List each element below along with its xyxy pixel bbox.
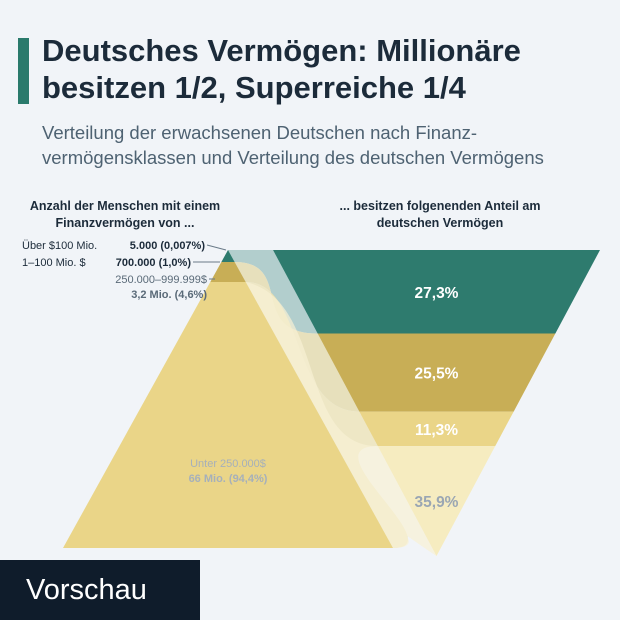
wealth-inverted-triangle-group bbox=[273, 250, 600, 556]
preview-banner: Vorschau bbox=[0, 560, 200, 620]
label-group: 27,3% 25,5% 11,3% 35,9% Über $100 Mio. 5.000 … bbox=[22, 240, 459, 511]
wealth-share-label: 11,3% bbox=[415, 422, 458, 439]
connector-band bbox=[245, 282, 437, 556]
people-count-label: 700.000 (1,0%) bbox=[116, 257, 192, 269]
people-count-label: 5.000 (0,007%) bbox=[130, 240, 206, 252]
wealth-segment bbox=[273, 250, 600, 334]
class-label: 1–100 Mio. $ bbox=[22, 257, 86, 269]
pyramid-segment bbox=[221, 250, 235, 262]
right-column-header: ... besitzen folgenenden Anteil am deuts… bbox=[339, 199, 541, 230]
wealth-share-label: 25,5% bbox=[415, 366, 459, 383]
left-column-header: Anzahl der Menschen mit einem Finanzverm… bbox=[29, 199, 221, 230]
wealth-share-label: 35,9% bbox=[415, 494, 459, 511]
wealth-segment bbox=[317, 333, 556, 412]
connector-fan-group bbox=[228, 250, 437, 556]
pyramid-segment bbox=[63, 282, 393, 548]
wealth-segment bbox=[377, 446, 496, 556]
leader-line bbox=[206, 244, 227, 251]
people-count-label: 66 Mio. (94,4%) bbox=[189, 473, 268, 485]
wealth-share-label: 27,3% bbox=[415, 285, 459, 302]
chart-title: Deutsches Vermögen: Millionäre besitzen … bbox=[42, 33, 521, 105]
class-label: 250.000–999.999$ bbox=[115, 274, 207, 286]
title-accent-bar bbox=[18, 38, 29, 104]
pyramid-segment bbox=[210, 262, 246, 282]
chart-subtitle: Verteilung der erwachsenen Deutschen nac… bbox=[42, 122, 544, 168]
class-label: Unter 250.000$ bbox=[190, 458, 266, 470]
people-count-label: 3,2 Mio. (4,6%) bbox=[131, 289, 207, 301]
wealth-segment bbox=[359, 411, 514, 447]
population-pyramid-group bbox=[63, 250, 393, 548]
class-label: Über $100 Mio. bbox=[22, 240, 97, 252]
connector-band bbox=[228, 250, 318, 334]
